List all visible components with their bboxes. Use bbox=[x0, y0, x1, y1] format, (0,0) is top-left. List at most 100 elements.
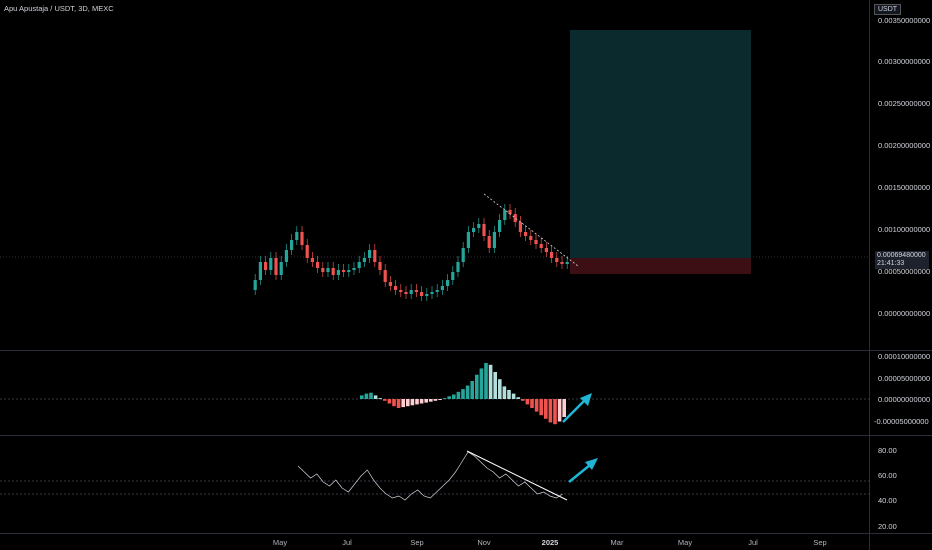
macd-bar bbox=[387, 399, 392, 404]
candle-body bbox=[388, 282, 392, 286]
candle-body bbox=[487, 236, 491, 248]
rsi-pane[interactable] bbox=[0, 436, 870, 533]
rsi-trendline bbox=[466, 450, 568, 501]
candle-body bbox=[513, 214, 517, 222]
candle-body bbox=[529, 236, 533, 240]
macd-tick: 0.00000000000 bbox=[878, 395, 931, 404]
macd-bar bbox=[447, 396, 451, 399]
pane-divider[interactable] bbox=[0, 350, 932, 351]
candle-body bbox=[362, 258, 366, 262]
macd-bar bbox=[452, 394, 456, 399]
pane-divider[interactable] bbox=[0, 435, 932, 436]
candle-body bbox=[284, 250, 288, 262]
macd-bar bbox=[429, 399, 433, 402]
time-axis[interactable]: May Jul Sep Nov 2025 Mar May Jul Sep bbox=[0, 534, 870, 550]
price-axis[interactable]: USDT 0.00350000000 0.00300000000 0.00250… bbox=[870, 0, 932, 350]
candle-body bbox=[352, 268, 356, 270]
candle-body bbox=[466, 232, 470, 248]
candle-body bbox=[399, 290, 403, 292]
candle-body bbox=[472, 228, 476, 232]
candle-body bbox=[435, 290, 439, 292]
macd-bar bbox=[419, 399, 424, 404]
macd-bar bbox=[502, 386, 507, 399]
candle-body bbox=[565, 262, 569, 264]
rsi-axis[interactable]: 80.00 60.00 40.00 20.00 bbox=[870, 436, 932, 533]
candle-body bbox=[300, 232, 304, 245]
candle-body bbox=[258, 262, 262, 280]
currency-button[interactable]: USDT bbox=[874, 4, 902, 15]
candle-body bbox=[477, 224, 481, 228]
macd-bar bbox=[475, 374, 479, 399]
macd-bar bbox=[456, 391, 461, 399]
price-tick: 0.00100000000 bbox=[878, 225, 931, 234]
rsi-line bbox=[297, 451, 563, 501]
bar-countdown: 21:41:33 bbox=[877, 260, 905, 267]
macd-bar bbox=[548, 399, 553, 423]
candle-body bbox=[383, 270, 387, 282]
candle-body bbox=[331, 268, 335, 275]
candle-body bbox=[378, 262, 382, 270]
candle-body bbox=[440, 286, 444, 290]
macd-bar bbox=[470, 381, 474, 399]
price-tick: 0.00250000000 bbox=[878, 99, 931, 108]
time-label: Sep bbox=[813, 538, 827, 547]
candle-body bbox=[430, 292, 434, 294]
candle-body bbox=[482, 224, 486, 236]
candle-body bbox=[357, 262, 361, 268]
price-tick: 0.00300000000 bbox=[878, 57, 931, 66]
macd-bar bbox=[516, 397, 520, 399]
macd-bar bbox=[360, 395, 364, 399]
candle-body bbox=[555, 258, 559, 262]
macd-bar bbox=[433, 399, 438, 401]
candle-body bbox=[316, 262, 320, 268]
price-tick: 0.00150000000 bbox=[878, 183, 931, 192]
price-tick: 0.00000000000 bbox=[878, 309, 931, 318]
candle-body bbox=[321, 268, 325, 272]
macd-bar bbox=[401, 399, 405, 408]
rsi-tick: 60.00 bbox=[878, 471, 897, 480]
macd-bar bbox=[479, 368, 484, 399]
macd-bar bbox=[406, 399, 410, 407]
time-label: Mar bbox=[610, 538, 624, 547]
macd-arrow-icon bbox=[562, 393, 592, 423]
macd-tick: 0.00010000000 bbox=[878, 352, 931, 361]
macd-bar bbox=[562, 399, 566, 417]
target-zone bbox=[570, 30, 751, 258]
macd-bar bbox=[383, 399, 387, 401]
candle-body bbox=[534, 240, 538, 244]
macd-axis[interactable]: 0.00010000000 0.00005000000 0.0000000000… bbox=[870, 351, 932, 435]
macd-bar bbox=[534, 399, 539, 412]
candle-body bbox=[404, 292, 408, 294]
time-label: Jul bbox=[342, 538, 352, 547]
macd-bar bbox=[488, 364, 493, 399]
chart-canvas[interactable] bbox=[0, 0, 870, 533]
candle-body bbox=[290, 240, 294, 250]
candle-body bbox=[425, 294, 429, 296]
candle-body bbox=[498, 220, 502, 232]
rsi-tick: 40.00 bbox=[878, 496, 897, 505]
macd-bar bbox=[415, 399, 419, 405]
candle-body bbox=[264, 262, 268, 270]
macd-bar bbox=[511, 393, 516, 399]
candle-body bbox=[550, 252, 554, 258]
macd-bar bbox=[392, 399, 396, 407]
macd-bar bbox=[410, 399, 415, 406]
rsi-tick: 80.00 bbox=[878, 446, 897, 455]
macd-bar bbox=[507, 390, 511, 399]
candle-body bbox=[524, 232, 528, 236]
macd-bar bbox=[378, 398, 382, 400]
candle-body bbox=[518, 222, 522, 232]
macd-bar bbox=[493, 372, 497, 399]
candle-body bbox=[461, 248, 465, 262]
macd-bar bbox=[465, 385, 470, 399]
macd-bar bbox=[525, 399, 530, 405]
rsi-tick: 20.00 bbox=[878, 522, 897, 531]
candle-body bbox=[336, 270, 340, 275]
candle-body bbox=[274, 258, 278, 275]
candle-body bbox=[451, 272, 455, 280]
candle-body bbox=[420, 292, 424, 296]
candle-body bbox=[414, 290, 418, 292]
candle-body bbox=[508, 210, 512, 214]
candle-body bbox=[539, 244, 543, 248]
macd-pane[interactable] bbox=[0, 351, 870, 435]
